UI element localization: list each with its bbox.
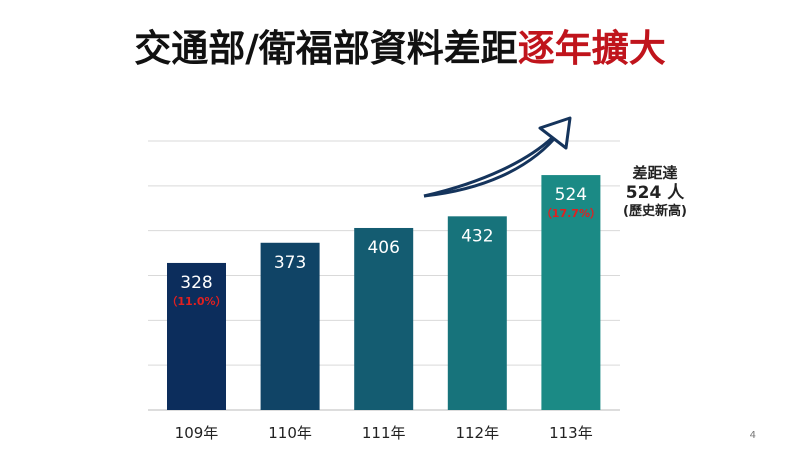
bar-percent-label: （17.7%）: [541, 207, 601, 220]
callout-line3: (歷史新高): [623, 204, 687, 219]
bar-value-label: 432: [461, 226, 493, 246]
bar: [260, 242, 320, 410]
bar-value-label: 328: [180, 273, 212, 293]
x-tick-label: 111年: [362, 424, 406, 442]
x-tick-label: 113年: [549, 424, 593, 442]
x-tick-label: 110年: [268, 424, 312, 442]
bar: [447, 216, 507, 410]
bar-value-label: 373: [274, 253, 306, 273]
x-tick-label: 112年: [455, 424, 499, 442]
slide-title: 交通部/衛福部資料差距逐年擴大: [0, 18, 800, 72]
bar-value-label: 406: [367, 238, 399, 258]
bar: [541, 175, 601, 410]
callout-note: 差距達 524 人 (歷史新高): [610, 164, 700, 220]
x-tick-label: 109年: [175, 424, 219, 442]
title-main: 交通部/衛福部資料差距: [134, 27, 518, 70]
bar: [167, 262, 226, 410]
trend-arrow-icon: [423, 116, 572, 198]
page-number: 4: [749, 430, 756, 441]
callout-line2: 524 人: [625, 182, 685, 203]
title-highlight: 逐年擴大: [517, 27, 666, 70]
bar: [354, 227, 414, 410]
bar-percent-label: （11.0%）: [166, 295, 226, 308]
callout-line1: 差距達: [632, 164, 678, 182]
bar-value-label: 524: [555, 185, 587, 205]
